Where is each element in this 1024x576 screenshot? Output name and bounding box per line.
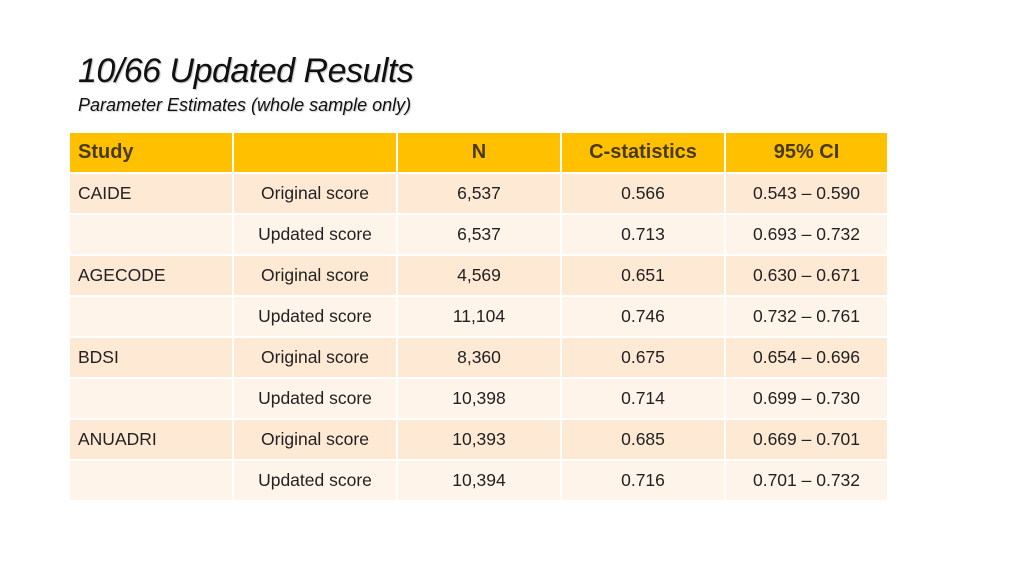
cell-n: 4,569 bbox=[398, 256, 562, 297]
cell-score-type: Updated score bbox=[234, 379, 398, 420]
cell-score-type: Original score bbox=[234, 338, 398, 379]
cell-n: 6,537 bbox=[398, 174, 562, 215]
cell-n: 6,537 bbox=[398, 215, 562, 256]
table-row: BDSI Original score 8,360 0.675 0.654 – … bbox=[70, 338, 887, 379]
table-row: CAIDE Original score 6,537 0.566 0.543 –… bbox=[70, 174, 887, 215]
cell-ci: 0.654 – 0.696 bbox=[726, 338, 887, 379]
cell-score-type: Updated score bbox=[234, 461, 398, 502]
cell-c-statistic: 0.746 bbox=[562, 297, 726, 338]
cell-ci: 0.630 – 0.671 bbox=[726, 256, 887, 297]
table-row: Updated score 10,394 0.716 0.701 – 0.732 bbox=[70, 461, 887, 502]
table-row: Updated score 10,398 0.714 0.699 – 0.730 bbox=[70, 379, 887, 420]
header-c-statistics: C-statistics bbox=[562, 133, 726, 174]
cell-score-type: Updated score bbox=[234, 215, 398, 256]
cell-n: 8,360 bbox=[398, 338, 562, 379]
cell-study bbox=[70, 215, 234, 256]
cell-study: ANUADRI bbox=[70, 420, 234, 461]
table-body: CAIDE Original score 6,537 0.566 0.543 –… bbox=[70, 174, 887, 502]
cell-n: 10,394 bbox=[398, 461, 562, 502]
cell-c-statistic: 0.675 bbox=[562, 338, 726, 379]
cell-study bbox=[70, 379, 234, 420]
cell-study: CAIDE bbox=[70, 174, 234, 215]
table-row: Updated score 6,537 0.713 0.693 – 0.732 bbox=[70, 215, 887, 256]
cell-ci: 0.732 – 0.761 bbox=[726, 297, 887, 338]
cell-n: 10,393 bbox=[398, 420, 562, 461]
cell-ci: 0.693 – 0.732 bbox=[726, 215, 887, 256]
table-row: Updated score 11,104 0.746 0.732 – 0.761 bbox=[70, 297, 887, 338]
cell-score-type: Original score bbox=[234, 256, 398, 297]
table-row: ANUADRI Original score 10,393 0.685 0.66… bbox=[70, 420, 887, 461]
cell-study: AGECODE bbox=[70, 256, 234, 297]
cell-c-statistic: 0.685 bbox=[562, 420, 726, 461]
table-header: Study N C-statistics 95% CI bbox=[70, 133, 887, 174]
cell-c-statistic: 0.716 bbox=[562, 461, 726, 502]
table-row: AGECODE Original score 4,569 0.651 0.630… bbox=[70, 256, 887, 297]
cell-score-type: Updated score bbox=[234, 297, 398, 338]
header-n: N bbox=[398, 133, 562, 174]
slide-title: 10/66 Updated Results bbox=[78, 52, 414, 90]
cell-n: 11,104 bbox=[398, 297, 562, 338]
cell-ci: 0.543 – 0.590 bbox=[726, 174, 887, 215]
cell-score-type: Original score bbox=[234, 174, 398, 215]
cell-study: BDSI bbox=[70, 338, 234, 379]
slide-subtitle: Parameter Estimates (whole sample only) bbox=[78, 95, 412, 115]
header-score-type bbox=[234, 133, 398, 174]
cell-score-type: Original score bbox=[234, 420, 398, 461]
cell-study bbox=[70, 297, 234, 338]
cell-c-statistic: 0.714 bbox=[562, 379, 726, 420]
header-row: Study N C-statistics 95% CI bbox=[70, 133, 887, 174]
cell-c-statistic: 0.713 bbox=[562, 215, 726, 256]
header-95-ci: 95% CI bbox=[726, 133, 887, 174]
results-table: Study N C-statistics 95% CI CAIDE Origin… bbox=[70, 133, 887, 502]
cell-c-statistic: 0.651 bbox=[562, 256, 726, 297]
cell-ci: 0.669 – 0.701 bbox=[726, 420, 887, 461]
cell-c-statistic: 0.566 bbox=[562, 174, 726, 215]
cell-study bbox=[70, 461, 234, 502]
cell-ci: 0.701 – 0.732 bbox=[726, 461, 887, 502]
cell-n: 10,398 bbox=[398, 379, 562, 420]
header-study: Study bbox=[70, 133, 234, 174]
cell-ci: 0.699 – 0.730 bbox=[726, 379, 887, 420]
